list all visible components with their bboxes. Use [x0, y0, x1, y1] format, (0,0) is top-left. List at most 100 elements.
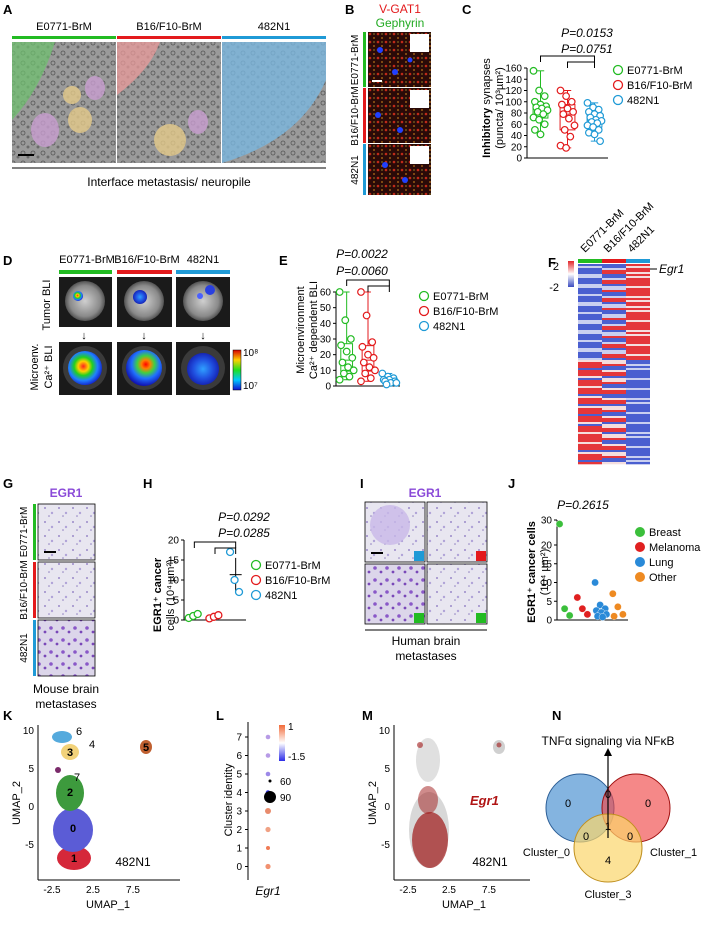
heatmap-cell-80-0 — [578, 424, 602, 427]
bli-colorbar — [232, 349, 242, 391]
heatmap-cell-1-2 — [626, 266, 650, 269]
heatmap-cell-32-2 — [626, 328, 650, 331]
heatmap-cell-54-1 — [602, 372, 626, 375]
heatmap-cell-96-1 — [602, 456, 626, 459]
heatmap-cell-22-1 — [602, 308, 626, 311]
heatmap-cell-20-1 — [602, 304, 626, 307]
group-label-a-b16f10: B16/F10-BrM — [136, 21, 201, 33]
heatmap-cell-38-1 — [602, 340, 626, 343]
heatmap-cell-75-1 — [602, 414, 626, 417]
ylabel-m: UMAP_2 — [367, 781, 379, 825]
heatmap-cell-9-2 — [626, 282, 650, 285]
heatmap-cell-15-1 — [602, 294, 626, 297]
heatmap-cell-76-1 — [602, 416, 626, 419]
group-bar-f-482n1 — [626, 259, 650, 263]
ihc-image-i-1 — [364, 501, 426, 563]
pvalue-h-1: P=0.0292 — [218, 510, 270, 524]
panel-c: C P=0.0153 P=0.0751 Inhibitory synapses … — [462, 2, 692, 165]
plot-c-yticklabel-120: 120 — [505, 86, 522, 97]
ylabel-e-1: Microenvironment — [295, 286, 307, 373]
heatmap-cell-19-0 — [578, 302, 602, 305]
heatmap-cell-68-0 — [578, 400, 602, 403]
heatmap-cell-97-2 — [626, 458, 650, 461]
heatmap-cell-72-2 — [626, 408, 650, 411]
plot-j-yticklabel-10: 10 — [541, 578, 553, 589]
plot-c-point-2-16 — [596, 137, 604, 146]
heatmap-cell-18-2 — [626, 300, 650, 303]
legend-marker-h-b16f10 — [250, 574, 262, 586]
venn-count-c0-c1: 0 — [605, 789, 611, 801]
xlabel-k: UMAP_1 — [86, 899, 130, 911]
heatmap-cell-13-0 — [578, 290, 602, 293]
heatmap-cell-82-2 — [626, 428, 650, 431]
heatmap-cell-3-0 — [578, 270, 602, 273]
legend-label-c-482n1: 482N1 — [627, 95, 659, 107]
panel-b: B V-GAT1 Gephyrin E0771-BrM B16/F10-BrM … — [345, 2, 431, 195]
heatmap-cell-78-0 — [578, 420, 602, 423]
heatmap-cell-8-2 — [626, 280, 650, 283]
ylabel-h-1: EGR1⁺ cancer — [152, 557, 164, 632]
heatmap-cell-58-1 — [602, 380, 626, 383]
heatmap-cell-20-0 — [578, 304, 602, 307]
heatmap-cell-68-1 — [602, 400, 626, 403]
group-bar-b-e0771 — [363, 32, 366, 87]
heatmap-cell-88-1 — [602, 440, 626, 443]
l-yticklabel-6: 6 — [236, 751, 242, 762]
heatmap-cell-45-2 — [626, 354, 650, 357]
heatmap-cell-59-1 — [602, 382, 626, 385]
gene-label-m: Egr1 — [470, 793, 499, 808]
heatmap-cell-11-2 — [626, 286, 650, 289]
plot-e-point-0-3 — [337, 341, 345, 350]
heatmap-cell-2-0 — [578, 268, 602, 271]
em-micrograph-482n1 — [222, 42, 326, 163]
heatmap-cell-33-1 — [602, 330, 626, 333]
plot-e-point-0-4 — [342, 347, 351, 356]
l-dot-cluster-2 — [265, 826, 271, 833]
k-xtick-m25: -2.5 — [43, 885, 61, 896]
heatmap-cell-75-2 — [626, 414, 650, 417]
heatmap-cell-62-1 — [602, 388, 626, 391]
heatmap-cell-78-1 — [602, 420, 626, 423]
heatmap-cell-95-1 — [602, 454, 626, 457]
venn-count-c0: 0 — [565, 798, 571, 810]
heatmap-cell-12-0 — [578, 288, 602, 291]
panel-d: D E0771-BrM B16/F10-BrM 482N1 Tumor BLI … — [3, 253, 258, 395]
heatmap-cell-82-0 — [578, 428, 602, 431]
plot-e-point-1-6 — [359, 358, 368, 367]
plot-e-yticklabel-20: 20 — [320, 350, 332, 361]
confocal-image-e0771 — [368, 32, 431, 87]
heatmap-cell-28-2 — [626, 320, 650, 323]
group-label-a-482n1: 482N1 — [258, 21, 290, 33]
heatmap-cell-24-0 — [578, 312, 602, 315]
plot-j: 0 5 10 15 20 30 — [541, 516, 628, 627]
heatmap-cell-84-1 — [602, 432, 626, 435]
legend-label-j-breast: Breast — [649, 527, 681, 539]
plot-h-sig-bracket-0 — [193, 541, 237, 548]
heatmap-cell-93-2 — [626, 450, 650, 453]
l-dot-cluster-3 — [265, 808, 271, 814]
ylabel-j-2: (10⁴ µm²) — [539, 549, 551, 596]
pvalue-h-2: P=0.0285 — [218, 526, 270, 540]
heatmap-cell-65-1 — [602, 394, 626, 397]
plot-j-point-2-0 — [591, 578, 599, 587]
heatmap-cell-3-1 — [602, 270, 626, 273]
plot-e-point-1-8 — [371, 366, 379, 375]
heatmap-cell-29-2 — [626, 322, 650, 325]
legend-marker-j-melanoma — [635, 542, 645, 552]
l-color-min: -1.5 — [288, 752, 306, 763]
heatmap-cell-27-1 — [602, 318, 626, 321]
legend-marker-c-b16f10 — [612, 79, 624, 91]
heatmap-cell-46-2 — [626, 356, 650, 359]
legend-label-j-other: Other — [649, 572, 677, 584]
heatmap-cell-96-0 — [578, 456, 602, 459]
heatmap-cell-48-1 — [602, 360, 626, 363]
heatmap-cell-73-1 — [602, 410, 626, 413]
heatmap-cell-56-2 — [626, 376, 650, 379]
heatmap-cell-27-0 — [578, 318, 602, 321]
l-yticklabel-4: 4 — [236, 788, 242, 799]
heatmap-cell-91-2 — [626, 446, 650, 449]
heatmap-cell-79-2 — [626, 422, 650, 425]
heatmap-cell-27-2 — [626, 318, 650, 321]
heatmap-cell-73-2 — [626, 410, 650, 413]
